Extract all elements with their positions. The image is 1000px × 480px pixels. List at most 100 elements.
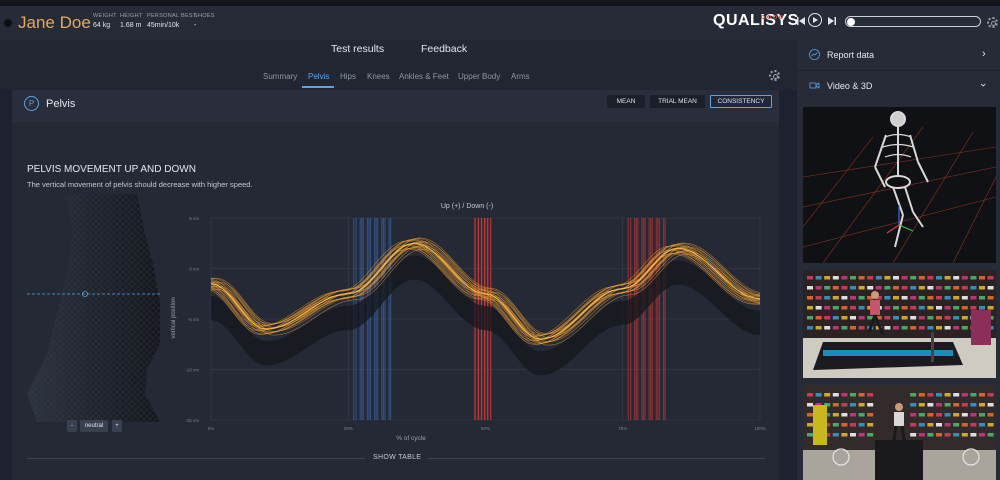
subtab-upper-body[interactable]: Upper Body [458,72,501,81]
shelf-item [961,316,968,320]
play-icon[interactable] [808,13,822,27]
shelf-item [850,276,856,280]
skip-forward-icon[interactable] [828,17,836,25]
progress-knob[interactable] [847,17,855,26]
stat-height: HEIGHT 1.68 m [120,13,143,29]
header-bar: Jane Doe WEIGHT 64 kg HEIGHT 1.68 m PERS… [0,6,1000,40]
settings-gear-icon[interactable] [987,17,998,28]
shelf-item [850,286,856,290]
view-settings-gear-icon[interactable] [769,70,780,81]
shelf-item [858,393,865,397]
shoe-wall-shelves [807,276,994,330]
stat-shoes: SHOES - [194,13,215,29]
shelf-item [927,316,934,320]
shelf-item [918,433,925,437]
shelf-item [944,433,951,437]
shelf-item [961,326,968,330]
shelf-item [910,403,917,407]
shelf-item [824,403,831,407]
shelf-item [832,393,839,397]
shelf-item [815,296,822,300]
shelf-item [858,326,865,330]
shelf-item [807,296,813,300]
video-3d-item[interactable]: Video & 3D › [797,71,1000,101]
shelf-item [850,306,856,310]
chart-trend-icon [809,49,820,60]
shelf-item [910,276,917,280]
shelf-item [927,326,934,330]
shelf-item [832,403,839,407]
shelf-item [815,326,822,330]
mean-button[interactable]: MEAN [607,95,645,108]
shelf-item [953,433,960,437]
qualisys-logo: QUALISYS [713,12,799,29]
chevron-right-icon: › [982,48,986,60]
shelf-item [901,306,908,310]
shelf-item [927,276,934,280]
shelf-item [918,326,925,330]
trial-mean-button[interactable]: TRIAL MEAN [650,95,705,108]
shelf-item [901,326,908,330]
shelf-item [858,423,865,427]
shelf-item [824,316,831,320]
report-data-label: Report data [827,50,875,60]
shelf-item [815,316,822,320]
neutral-plus-button[interactable]: + [112,420,122,432]
shelf-item [927,433,934,437]
skip-back-icon[interactable] [797,17,805,25]
status-dot [4,19,12,27]
shelf-item [832,326,839,330]
shelf-item [918,403,925,407]
tab-feedback[interactable]: Feedback [421,43,468,55]
subtab-knees[interactable]: Knees [367,72,390,81]
shelf-item [884,306,891,310]
tab-test-results[interactable]: Test results [331,43,385,55]
shelf-item [961,413,968,417]
chart-x-ticks: 0% 25% 50% 75% 100% [208,426,766,431]
report-data-item[interactable]: Report data › [797,40,1000,71]
shelf-item [824,296,831,300]
shelf-item [953,423,960,427]
treadmill-front-video[interactable] [803,385,996,480]
shelf-item [961,433,968,437]
shelf-item [824,413,831,417]
neutral-minus-button[interactable]: - [67,420,77,432]
shelf-item [858,316,865,320]
shelf-item [953,296,960,300]
subtab-arms[interactable]: Arms [511,72,530,81]
section-description: The vertical movement of pelvis should d… [27,180,253,189]
trial-curve [211,249,761,346]
shelf-item [832,286,839,290]
shelf-item [936,423,942,427]
shelf-item [884,316,891,320]
shelf-item [979,306,985,310]
shelf-item [918,413,925,417]
shelf-item [910,316,917,320]
shelf-item [807,306,813,310]
subtab-pelvis[interactable]: Pelvis [308,72,330,81]
subtab-ankles-feet[interactable]: Ankles & Feet [399,72,449,81]
shelf-item [910,423,917,427]
chart-title: Up (+) / Down (-) [441,203,493,210]
shelf-item [910,296,917,300]
sub-tab-bar: Summary Pelvis Hips Knees Ankles & Feet … [0,62,797,90]
top-strip [0,0,1000,6]
show-table-button[interactable]: SHOW TABLE [373,454,422,461]
trial-curve [210,246,761,343]
shelf-item [927,423,934,427]
shelf-item [841,393,848,397]
treadmill-side-video[interactable] [803,270,996,378]
shelf-item [953,413,960,417]
playback-progress-bar[interactable] [845,16,981,27]
x-tick-label: 50% [481,426,490,431]
shelf-item [841,296,848,300]
consistency-button[interactable]: CONSISTENCY [710,95,772,108]
skeleton-3d-view[interactable] [803,107,996,263]
shelf-item [987,296,994,300]
shelf-item [841,403,848,407]
subtab-summary[interactable]: Summary [263,72,298,81]
subtab-hips[interactable]: Hips [340,72,357,81]
shelf-item [970,393,977,397]
neutral-label: neutral [80,420,108,432]
trial-curve [210,246,761,343]
